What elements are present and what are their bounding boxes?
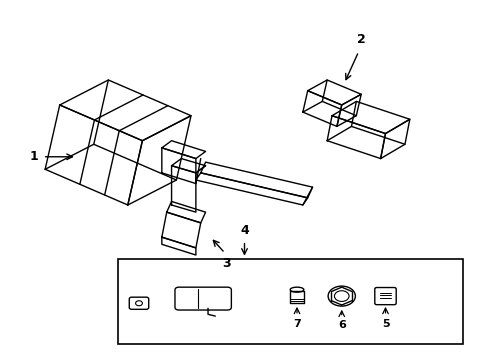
Text: 4: 4 [240, 224, 248, 237]
Text: 2: 2 [356, 33, 365, 46]
Bar [118, 258, 462, 344]
Text: 5: 5 [381, 319, 388, 329]
Text: 3: 3 [222, 257, 230, 270]
Text: 7: 7 [292, 319, 300, 329]
Text: 6: 6 [337, 320, 345, 330]
Text: 1: 1 [29, 150, 38, 163]
